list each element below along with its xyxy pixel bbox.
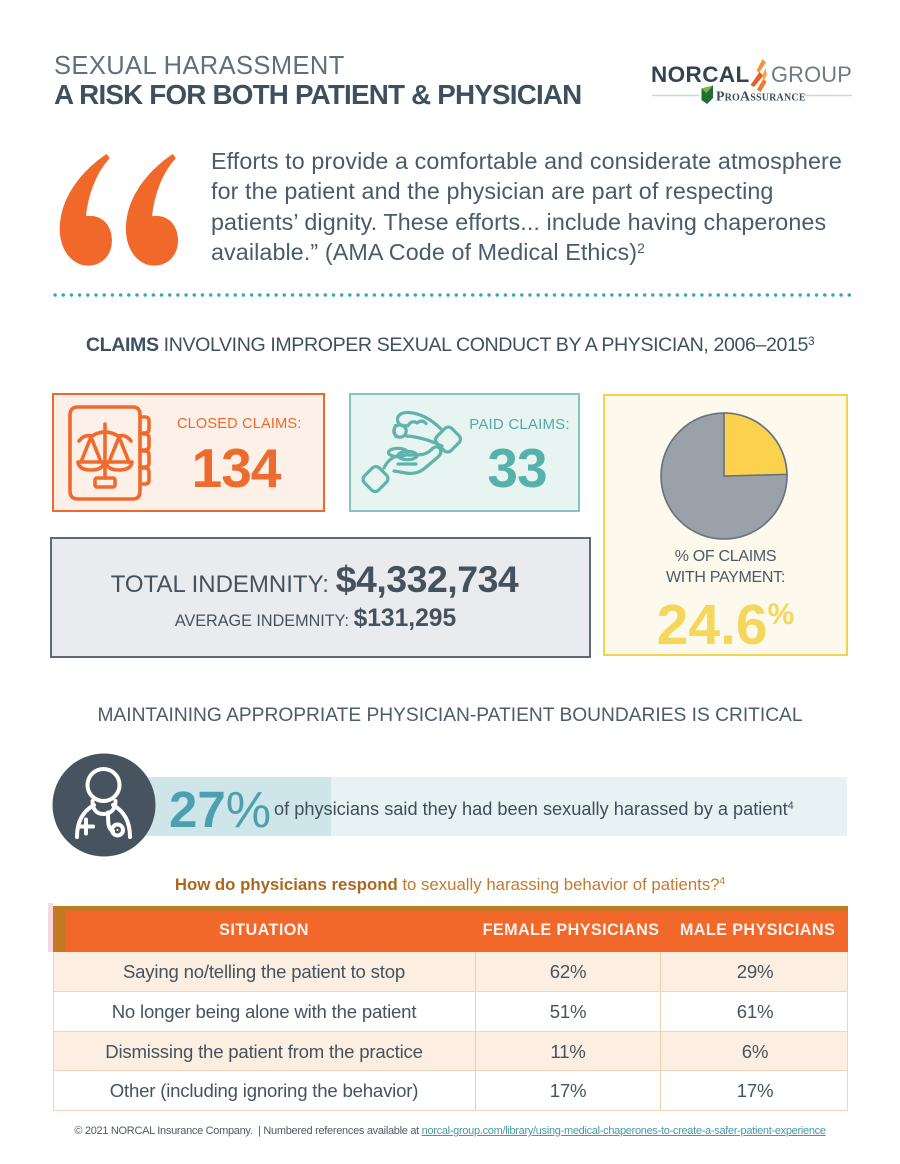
svg-text:NORCAL: NORCAL (651, 62, 750, 87)
svg-text:GROUP: GROUP (771, 62, 852, 87)
svg-text:ProAssurance: ProAssurance (716, 89, 806, 104)
